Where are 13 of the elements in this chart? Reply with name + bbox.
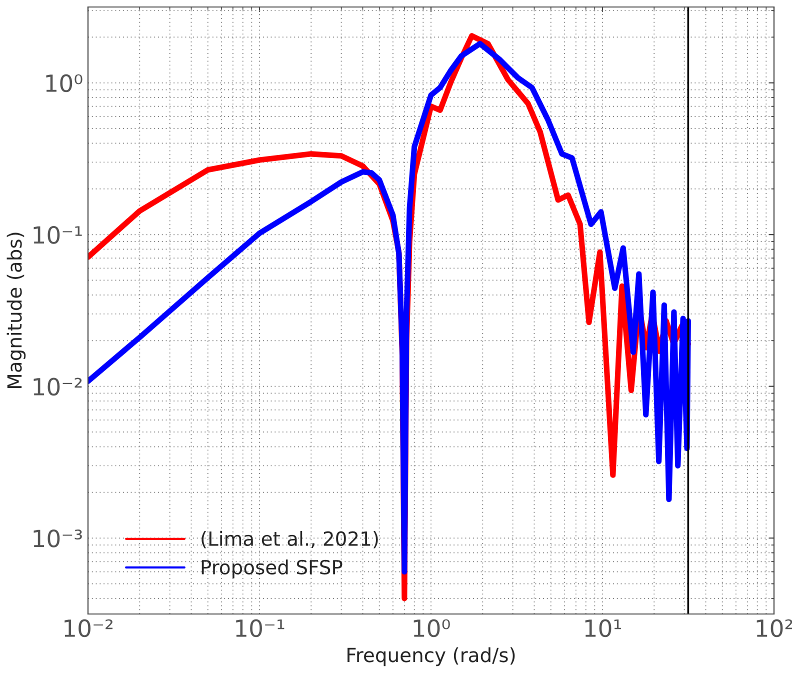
y-tick-label: 10⁻¹ <box>34 226 82 244</box>
y-tick-label: 10⁻³ <box>34 530 82 548</box>
legend-label: Proposed SFSP <box>202 559 342 578</box>
y-axis-title: Magnitude (abs) <box>6 232 26 388</box>
x-tick-label: 10⁰ <box>414 619 450 638</box>
legend-label: (Lima et al., 2021) <box>202 530 378 548</box>
y-tick-label: 10⁻² <box>34 378 82 396</box>
x-tick-label: 10² <box>756 619 792 638</box>
x-tick-label: 10⁻¹ <box>236 619 284 638</box>
x-tick-label: 10⁻² <box>64 619 112 638</box>
x-axis-title: Frequency (rad/s) <box>348 647 515 666</box>
x-tick-label: 10¹ <box>585 619 621 638</box>
y-tick-label: 10⁰ <box>46 74 82 92</box>
